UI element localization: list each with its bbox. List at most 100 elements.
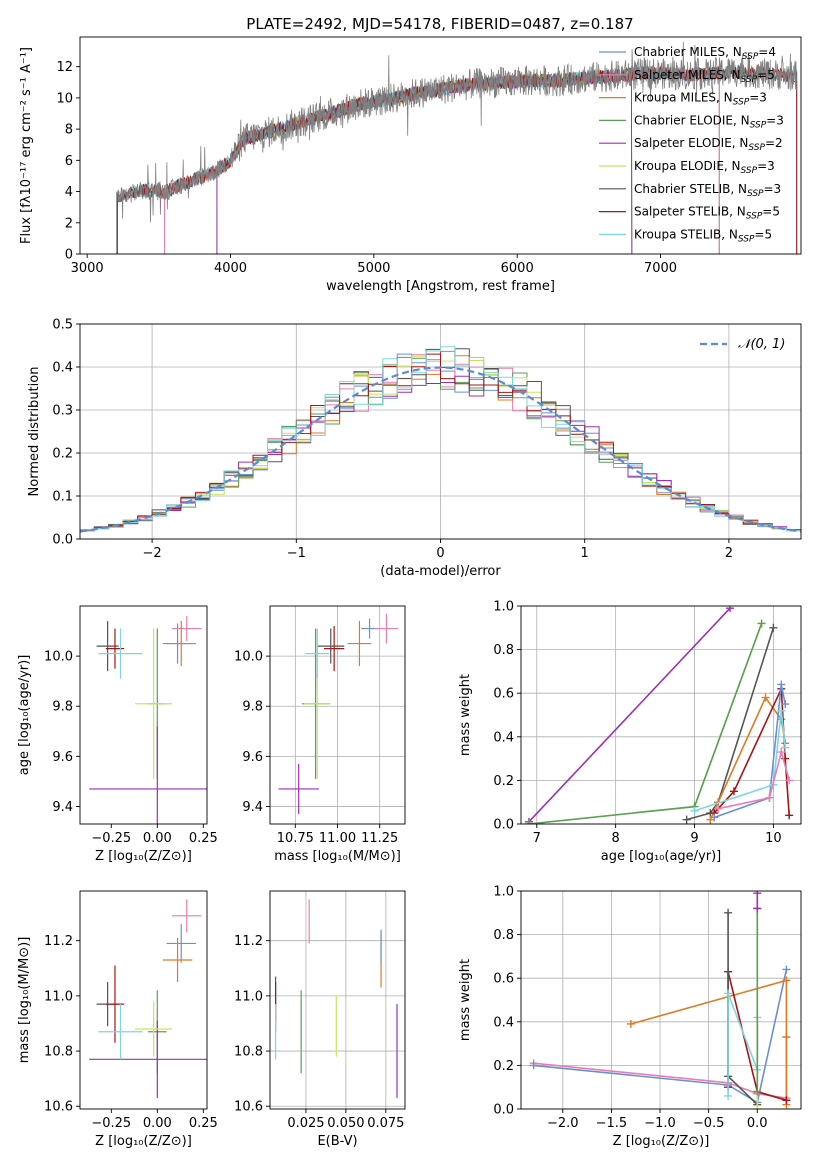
legend-subscript: SSP	[748, 143, 765, 153]
legend-entry: Kroupa ELODIE, NSSP=3	[634, 159, 775, 176]
weight-marker	[524, 820, 533, 824]
y-tick-label: 2	[65, 216, 73, 231]
legend-count: =3	[749, 91, 767, 105]
z-mass-panel: −0.25 0.00 0.25 10.6 10.8 11.0 11.2 Z [log₁₀(Z/…	[17, 890, 218, 1149]
y-tick-label: 0.4	[52, 361, 73, 376]
legend-entry: Chabrier ELODIE, NSSP=3	[634, 113, 784, 130]
legend-entry: 𝒩(0, 1)	[738, 337, 785, 352]
legend-subscript: SSP	[747, 189, 764, 199]
y-tick-label: 8	[65, 123, 73, 138]
y-tick-label: 9.4	[52, 800, 73, 815]
x-tick-label: 0.0	[747, 1116, 768, 1131]
axes-frame	[269, 605, 406, 825]
weight-marker	[682, 815, 691, 824]
x-axis-label: Z [log₁₀(Z/Z⊙)]	[95, 849, 192, 864]
y-tick-label: 10.6	[234, 1100, 263, 1115]
z-mass-plot-area	[89, 899, 207, 1098]
y-tick-label: 11.2	[44, 934, 73, 949]
axes-frame	[79, 605, 208, 825]
y-tick-label: 4	[65, 185, 73, 200]
weight-marker	[529, 1061, 538, 1070]
weight-marker	[690, 806, 699, 815]
x-axis-label: mass [log₁₀(M/M⊙)]	[274, 849, 401, 864]
y-tick-label: 0	[65, 248, 73, 263]
legend-text: Kroupa MILES, N	[634, 91, 733, 105]
y-tick-label: 0.0	[52, 533, 73, 548]
y-tick-label: 0.4	[493, 730, 514, 745]
weight-marker	[724, 989, 733, 998]
y-tick-label: 9.8	[52, 700, 73, 715]
histogram-step	[80, 353, 801, 531]
y-tick-label: 0.0	[493, 1103, 514, 1118]
legend-entry: Chabrier MILES, NSSP=4	[634, 45, 776, 62]
x-tick-label: −0.25	[91, 1116, 131, 1131]
legend-count: =3	[757, 159, 775, 173]
x-tick-label: 7000	[644, 261, 677, 276]
x-tick-label: 0.25	[189, 831, 218, 846]
ebv-mass-panel: 0.025 0.050 0.075 10.6 10.8 11.0 11.2 E(B-V)	[234, 890, 406, 1149]
legend-subscript: SSP	[746, 212, 763, 222]
x-tick-label: 2	[725, 546, 733, 561]
y-tick-label: 11.2	[234, 934, 263, 949]
y-tick-label: 0.1	[52, 490, 73, 505]
y-tick-label: 9.6	[242, 750, 263, 765]
x-tick-label: 0.00	[143, 1116, 172, 1131]
legend-count: =5	[754, 227, 772, 241]
weight-marker	[729, 787, 738, 796]
x-tick-label: 0.050	[327, 1116, 364, 1131]
residuals-plot-area	[80, 346, 801, 533]
x-axis-label: (data-model)/error	[380, 564, 501, 579]
x-axis-label: age [log₁₀(age/yr)]	[601, 849, 722, 864]
weight-marker	[777, 680, 786, 689]
legend-count: =3	[766, 113, 784, 127]
z-weight-panel: −2.0 −1.5 −1.0 −0.5 0.0 0.0 0.2 0.4 0.6 0.8 1.0 Z […	[458, 885, 802, 1149]
weight-marker	[777, 748, 786, 757]
x-tick-label: −1.0	[644, 1116, 676, 1131]
legend-text: Salpeter ELODIE, N	[634, 136, 748, 150]
legend-text: Chabrier MILES, N	[634, 45, 742, 59]
x-tick-label: 1	[581, 546, 589, 561]
y-tick-label: 11.0	[234, 989, 263, 1004]
legend-count: =5	[757, 68, 775, 82]
weight-marker	[724, 908, 733, 917]
data-spectrum-line	[116, 41, 797, 254]
y-tick-label: 6	[65, 154, 73, 169]
legend-entry: Salpeter STELIB, NSSP=5	[634, 205, 780, 222]
legend-subscript: SSP	[741, 166, 758, 176]
x-tick-label: 7	[533, 831, 541, 846]
histogram-step	[80, 346, 801, 531]
x-tick-label: −0.25	[91, 831, 131, 846]
y-axis-label: mass weight	[458, 674, 473, 756]
legend-entry: Salpeter ELODIE, NSSP=2	[634, 136, 783, 153]
legend-text: Kroupa STELIB, N	[634, 227, 738, 241]
x-tick-label: −2	[143, 546, 162, 561]
legend-count: =5	[762, 205, 780, 219]
x-tick-label: 8	[612, 831, 620, 846]
legend-subscript: SSP	[750, 120, 767, 130]
y-tick-label: 10.0	[44, 650, 73, 665]
weight-marker	[710, 813, 719, 822]
y-tick-label: 9.8	[242, 700, 263, 715]
weight-marker	[777, 706, 786, 715]
axes-frame	[79, 323, 802, 540]
x-tick-label: 5000	[357, 261, 390, 276]
weight-marker	[782, 976, 791, 985]
y-tick-label: 1.0	[493, 885, 514, 900]
x-tick-label: 0	[436, 546, 444, 561]
weight-line	[694, 710, 786, 812]
x-tick-label: −2.0	[547, 1116, 579, 1131]
weight-line	[533, 969, 788, 1104]
ebv-mass-plot-area	[274, 899, 398, 1098]
y-tick-label: 10.8	[44, 1045, 73, 1060]
y-tick-label: 0.6	[493, 687, 514, 702]
weight-marker	[626, 1019, 635, 1028]
z-age-plot-area	[89, 616, 207, 824]
residuals-panel: −2 −1 0 1 2 0.0 0.1 0.2 0.3 0.4 0.5 (data-model)/er…	[27, 318, 802, 579]
weight-marker	[753, 1087, 762, 1096]
y-axis-label: Normed distribution	[27, 367, 42, 497]
age-weight-panel: 7 8 9 10 0.0 0.2 0.4 0.6 0.8 1.0 age [log₁₀(age/yr…	[458, 600, 802, 864]
